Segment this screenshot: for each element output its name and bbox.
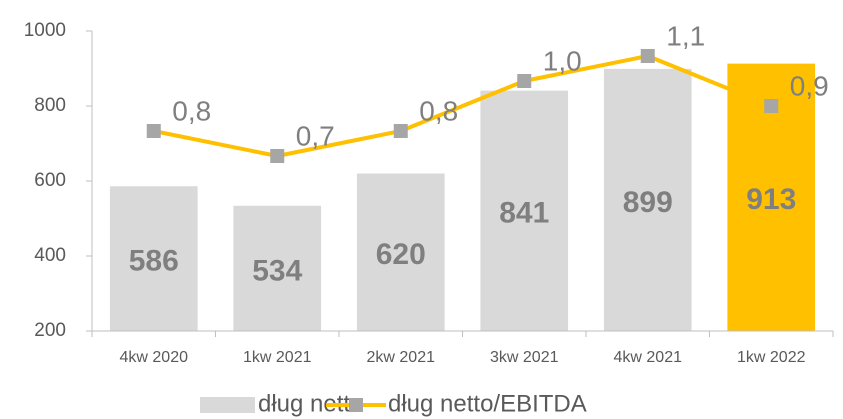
bar	[109, 186, 198, 331]
x-tick-label: 4kw 2021	[614, 349, 683, 366]
y-tick-label: 1000	[24, 20, 66, 41]
bar	[480, 90, 569, 331]
x-tick-label: 4kw 2020	[120, 349, 189, 366]
line-value-label: 1,1	[666, 20, 705, 51]
bar-value-label: 841	[499, 197, 549, 230]
line-value-label: 0,9	[790, 70, 829, 101]
x-tick-label: 1kw 2022	[737, 349, 806, 366]
legend-label: dług netto/EBITDA	[388, 390, 587, 417]
bar-value-label: 899	[623, 186, 673, 219]
bar	[603, 68, 692, 331]
y-tick-label: 800	[34, 95, 66, 116]
legend-swatch	[200, 397, 255, 413]
line-value-label: 0,8	[172, 95, 211, 126]
x-tick-label: 3kw 2021	[490, 349, 559, 366]
bar-value-label: 534	[252, 254, 302, 287]
line-value-label: 1,0	[543, 45, 582, 76]
bar-value-label: 620	[376, 238, 426, 271]
y-tick-label: 600	[34, 170, 66, 191]
y-tick-label: 200	[34, 320, 66, 341]
line-value-label: 0,8	[419, 95, 458, 126]
line-value-label: 0,7	[296, 120, 335, 151]
line-marker	[640, 49, 655, 63]
line-marker	[764, 99, 779, 113]
legend-marker	[349, 398, 363, 412]
line-marker	[270, 149, 285, 163]
x-tick-label: 1kw 2021	[243, 349, 312, 366]
bar	[356, 173, 445, 331]
line-marker	[517, 74, 532, 88]
bar-value-label: 586	[129, 245, 179, 278]
line-marker	[393, 124, 408, 138]
bar	[233, 205, 322, 331]
line-marker	[146, 124, 161, 138]
bar-value-label: 913	[746, 183, 796, 216]
y-tick-label: 400	[34, 245, 66, 266]
line	[153, 54, 773, 158]
x-tick-label: 2kw 2021	[367, 349, 436, 366]
